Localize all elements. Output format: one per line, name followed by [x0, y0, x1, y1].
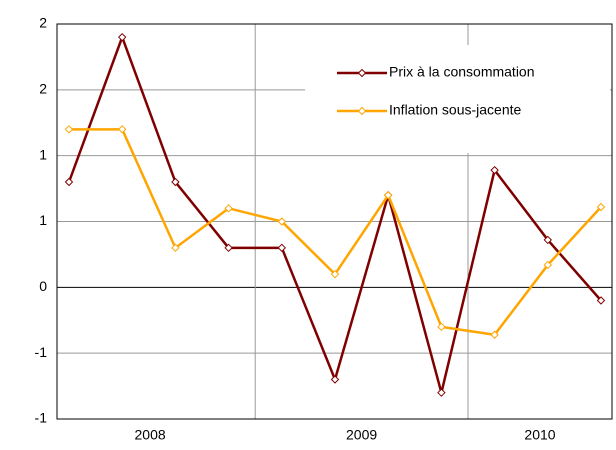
y-tick-label: 2 [39, 15, 47, 31]
point [596, 296, 606, 305]
point [277, 217, 287, 226]
point [64, 125, 74, 134]
y-tick-label: 2 [39, 81, 47, 97]
point [383, 190, 393, 200]
legend-label: Prix à la consommation [389, 64, 535, 80]
point [64, 177, 74, 187]
point [224, 243, 233, 253]
point [277, 243, 287, 253]
y-tick-label: 0 [39, 278, 47, 294]
point [171, 177, 180, 187]
plot-frame [56, 23, 613, 420]
point [117, 32, 127, 42]
point [330, 269, 340, 279]
legend-box [305, 45, 610, 153]
point [171, 243, 180, 253]
y-tick-label: 1 [39, 146, 47, 162]
point [490, 330, 499, 339]
x-tick-label: 2008 [135, 427, 166, 443]
series-line [69, 128, 602, 337]
legend-label: Inflation sous-jacente [389, 102, 522, 118]
point [543, 235, 553, 245]
x-tick-label: 2010 [524, 427, 555, 443]
y-tick-label: 1 [39, 212, 47, 228]
point [330, 375, 340, 384]
point [490, 165, 499, 175]
point [596, 202, 606, 212]
point [117, 125, 127, 134]
y-tick-label: -1 [35, 410, 48, 426]
x-tick-label: 2009 [346, 427, 377, 443]
point [437, 322, 446, 332]
point [224, 204, 233, 213]
y-tick-label: -1 [35, 344, 48, 360]
legend-marker [357, 106, 367, 116]
point [437, 388, 446, 397]
legend-marker [357, 68, 367, 78]
point [543, 260, 553, 270]
